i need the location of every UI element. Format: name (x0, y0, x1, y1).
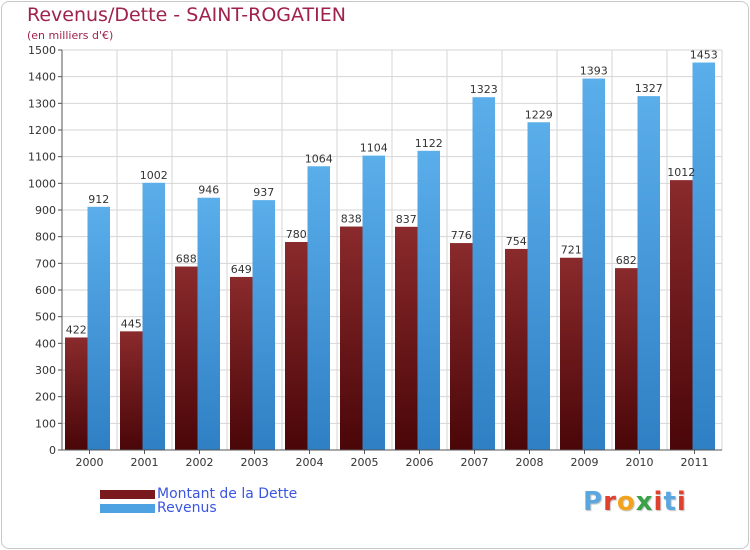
data-label-revenus: 946 (198, 184, 219, 197)
data-label-dette: 445 (121, 317, 142, 330)
grid-layer (58, 49, 723, 454)
data-label-revenus: 1002 (140, 169, 168, 182)
legend-label-revenus: Revenus (157, 500, 217, 516)
y-tick-label: 300 (35, 364, 56, 377)
y-tick-label: 1400 (28, 71, 56, 84)
data-label-revenus: 1229 (525, 108, 553, 121)
bar-revenus (417, 150, 440, 451)
data-label-revenus: 912 (88, 193, 109, 206)
data-label-revenus: 1323 (470, 83, 498, 96)
x-tick-label: 2007 (461, 456, 489, 469)
x-tick-label: 2003 (241, 456, 269, 469)
bar-revenus (582, 78, 605, 451)
bar-revenus (197, 197, 220, 450)
proxiti-logo: Proxiti (583, 487, 687, 517)
legend-label-dette: Montant de la Dette (157, 486, 298, 502)
legend-swatch-dette (100, 489, 155, 499)
labels-layer: 0 100 200 300 400 500 600 700 800 900 1000 1100 1200… (28, 44, 722, 469)
data-label-revenus: 1453 (690, 49, 718, 62)
data-label-dette: 422 (66, 323, 87, 336)
bar-revenus (472, 97, 495, 450)
bar-dette (120, 331, 143, 450)
data-label-dette: 837 (396, 213, 417, 226)
data-label-dette: 780 (286, 228, 307, 241)
x-tick-label: 2008 (516, 456, 544, 469)
y-tick-label: 500 (35, 311, 56, 324)
data-label-revenus: 1327 (635, 82, 663, 95)
y-tick-label: 100 (35, 417, 56, 430)
y-tick-label: 1200 (28, 124, 56, 137)
bar-dette (505, 248, 528, 450)
data-label-dette: 838 (341, 213, 362, 226)
bar-revenus (252, 200, 275, 450)
bar-revenus (637, 96, 660, 450)
bar-dette (230, 276, 253, 450)
bar-revenus (692, 62, 715, 451)
y-tick-label: 400 (35, 337, 56, 350)
data-label-revenus: 1393 (580, 65, 608, 78)
bar-revenus (87, 206, 110, 450)
bar-dette (395, 226, 418, 450)
data-label-dette: 649 (231, 263, 252, 276)
legend-swatch-revenus (100, 503, 155, 513)
chart-subtitle: (en milliers d'€) (27, 29, 114, 42)
bar-dette (670, 180, 693, 450)
data-label-dette: 754 (506, 235, 527, 248)
bar-revenus (527, 122, 550, 451)
bar-revenus (307, 166, 330, 450)
x-tick-label: 2005 (351, 456, 379, 469)
y-tick-label: 700 (35, 257, 56, 270)
y-tick-label: 1000 (28, 177, 56, 190)
data-label-revenus: 1064 (305, 152, 333, 165)
x-tick-label: 2009 (571, 456, 599, 469)
bar-dette (450, 243, 473, 450)
y-tick-label: 0 (49, 444, 56, 457)
x-tick-label: 2000 (76, 456, 104, 469)
bar-revenus (142, 182, 165, 451)
data-label-revenus: 1122 (415, 137, 443, 150)
data-label-dette: 721 (561, 244, 582, 257)
x-tick-label: 2001 (131, 456, 159, 469)
bar-dette (65, 337, 88, 450)
y-tick-label: 800 (35, 231, 56, 244)
bar-dette (175, 266, 198, 450)
y-tick-label: 600 (35, 284, 56, 297)
x-tick-label: 2010 (626, 456, 654, 469)
bars-layer (65, 62, 715, 451)
data-label-revenus: 937 (253, 186, 274, 199)
data-label-dette: 776 (451, 229, 472, 242)
x-tick-label: 2002 (186, 456, 214, 469)
y-tick-label: 1100 (28, 151, 56, 164)
x-tick-label: 2004 (296, 456, 324, 469)
y-tick-label: 1500 (28, 44, 56, 57)
y-tick-label: 900 (35, 204, 56, 217)
bar-dette (560, 257, 583, 450)
x-tick-label: 2006 (406, 456, 434, 469)
bar-dette (285, 242, 308, 450)
legend-item-dette: Montant de la Dette (100, 486, 298, 502)
data-label-revenus: 1104 (360, 142, 388, 155)
data-label-dette: 682 (616, 254, 637, 267)
chart-title: Revenus/Dette - SAINT-ROGATIEN (27, 4, 346, 26)
bar-dette (615, 268, 638, 450)
legend-item-revenus: Revenus (100, 500, 217, 516)
bar-dette (340, 226, 363, 450)
y-tick-label: 1300 (28, 97, 56, 110)
x-tick-label: 2011 (681, 456, 709, 469)
data-label-dette: 688 (176, 253, 197, 266)
data-label-dette: 1012 (667, 166, 695, 179)
bar-revenus (362, 155, 385, 450)
y-tick-label: 200 (35, 391, 56, 404)
